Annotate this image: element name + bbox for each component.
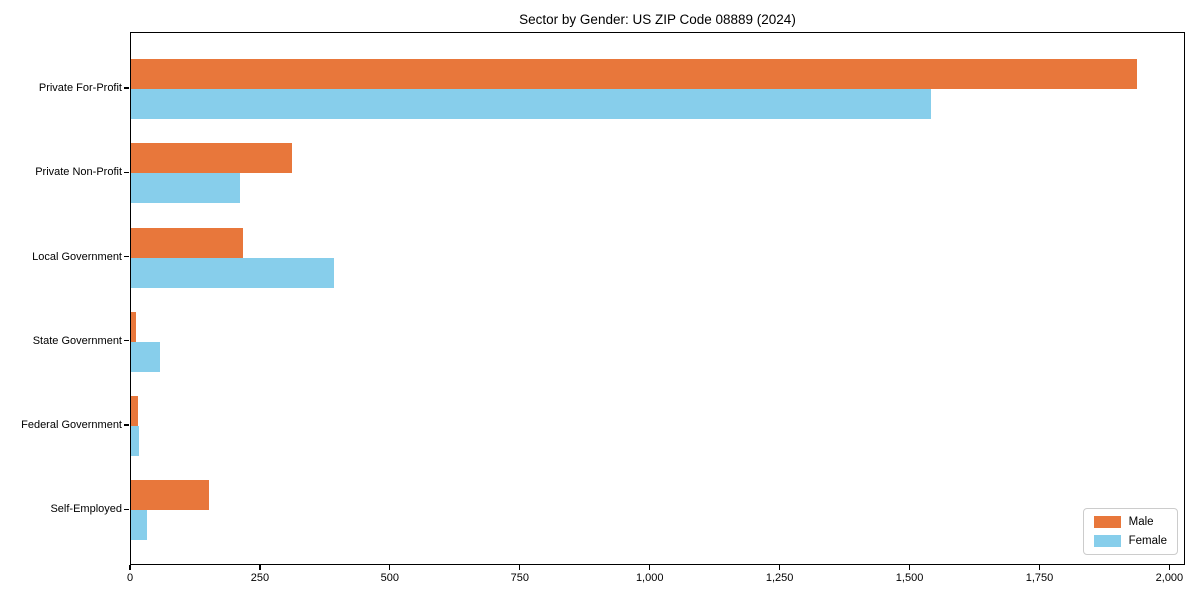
y-tick-mark — [124, 87, 129, 89]
bar-male-state-government — [131, 311, 137, 342]
category-label-local-government: Local Government — [32, 250, 122, 263]
bar-female-state-government — [131, 341, 160, 372]
plot-area: Male Female — [130, 32, 1185, 565]
x-tick-mark — [1038, 565, 1041, 570]
legend-label-male: Male — [1128, 516, 1154, 528]
x-tick-label-750: 750 — [510, 572, 529, 584]
legend-label-female: Female — [1128, 535, 1167, 547]
bar-female-private-non-profit — [131, 173, 241, 204]
legend-swatch-male — [1093, 516, 1121, 528]
y-tick-mark — [124, 340, 129, 342]
bar-female-self-employed — [131, 510, 147, 541]
x-tick-mark — [908, 565, 911, 570]
x-tick-label-1750: 1,750 — [1025, 572, 1054, 584]
x-tick-mark — [649, 565, 651, 570]
category-label-private-non-profit: Private Non-Profit — [35, 166, 122, 179]
x-tick-label-500: 500 — [380, 572, 400, 584]
y-tick-mark — [124, 255, 129, 258]
x-tick-mark — [389, 565, 391, 570]
x-tick-mark — [1168, 565, 1170, 570]
legend-swatch-female — [1093, 535, 1121, 547]
x-tick-label-1000: 1,000 — [635, 572, 664, 584]
y-tick-mark — [124, 171, 129, 173]
bar-female-federal-government — [131, 426, 139, 456]
bar-male-federal-government — [131, 396, 139, 426]
x-tick-label-250: 250 — [250, 572, 270, 584]
bar-male-self-employed — [131, 480, 209, 511]
x-tick-mark — [519, 565, 521, 570]
x-tick-mark — [129, 565, 131, 570]
x-tick-mark — [259, 565, 261, 570]
x-tick-label-0: 0 — [126, 572, 134, 584]
legend-item-female: Female — [1093, 535, 1167, 547]
x-tick-label-1250: 1,250 — [765, 572, 794, 584]
bar-female-local-government — [131, 257, 334, 288]
bar-male-local-government — [131, 227, 243, 258]
legend: Male Female — [1082, 508, 1178, 555]
y-tick-mark — [124, 508, 129, 510]
x-tick-label-1500: 1,500 — [895, 572, 924, 584]
x-tick-mark — [779, 565, 781, 570]
category-label-state-government: State Government — [32, 334, 122, 347]
x-tick-label-2000: 2,000 — [1155, 572, 1184, 584]
category-label-federal-government: Federal Government — [21, 419, 122, 431]
legend-item-male: Male — [1093, 516, 1167, 528]
bar-female-private-for-profit — [131, 89, 932, 119]
category-label-private-for-profit: Private For-Profit — [38, 82, 122, 94]
bar-male-private-for-profit — [131, 59, 1137, 89]
bar-male-private-non-profit — [131, 143, 293, 174]
y-tick-mark — [124, 424, 129, 426]
chart-title: Sector by Gender: US ZIP Code 08889 (202… — [519, 12, 796, 27]
category-label-self-employed: Self-Employed — [50, 503, 122, 516]
